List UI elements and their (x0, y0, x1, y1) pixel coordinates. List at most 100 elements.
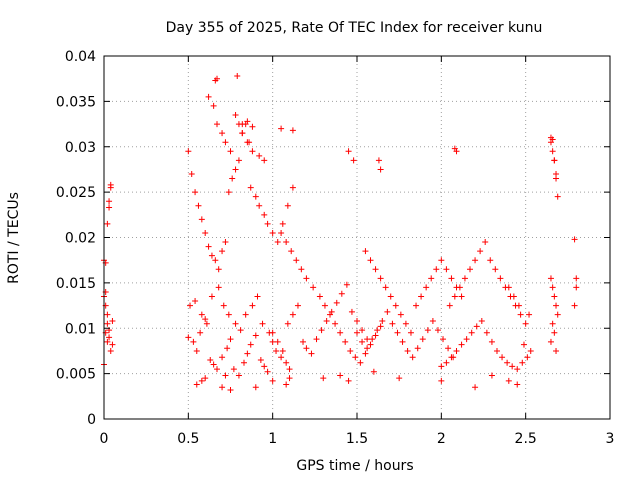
data-point (482, 239, 489, 246)
data-point (227, 148, 234, 155)
data-point (286, 375, 293, 382)
data-point (473, 323, 480, 330)
data-point (232, 320, 239, 327)
x-tick-label: 0 (100, 431, 109, 447)
data-point (198, 216, 205, 223)
data-point (337, 329, 344, 336)
data-point (547, 338, 554, 345)
x-tick-label: 0.5 (177, 431, 199, 447)
data-point (278, 125, 285, 132)
data-point (104, 338, 111, 345)
data-point (443, 359, 450, 366)
data-point (227, 386, 234, 393)
gridlines (104, 56, 610, 419)
data-point (289, 127, 296, 134)
data-point (219, 384, 226, 391)
data-point (188, 170, 195, 177)
data-point (283, 239, 290, 246)
data-point (235, 157, 242, 164)
data-point (337, 372, 344, 379)
data-point (519, 359, 526, 366)
x-tick-label: 1.5 (346, 431, 368, 447)
y-axis-label: ROTI / TECUs (6, 192, 22, 284)
data-point (244, 118, 251, 125)
data-point (278, 354, 285, 361)
data-point (109, 317, 116, 324)
data-point (505, 284, 512, 291)
data-point (279, 347, 286, 354)
data-point (499, 354, 506, 361)
data-point (220, 302, 227, 309)
data-point (303, 275, 310, 282)
data-point (515, 302, 522, 309)
data-point (348, 308, 355, 315)
data-point (553, 170, 560, 177)
data-point (104, 311, 111, 318)
data-point (372, 332, 379, 339)
data-point (215, 284, 222, 291)
data-point (549, 320, 556, 327)
data-point (514, 381, 521, 388)
data-point (359, 327, 366, 334)
data-point (362, 248, 369, 255)
data-point (252, 193, 259, 200)
data-point (259, 320, 266, 327)
data-point (551, 157, 558, 164)
data-point (342, 338, 349, 345)
data-point (232, 111, 239, 118)
data-point (208, 252, 215, 259)
data-point (549, 148, 556, 155)
data-point (367, 341, 374, 348)
data-point (274, 239, 281, 246)
data-point (338, 290, 345, 297)
data-point (350, 157, 357, 164)
data-point (202, 316, 209, 323)
data-point (448, 275, 455, 282)
data-point (247, 184, 254, 191)
data-point (522, 320, 529, 327)
y-tick-label: 0.02 (65, 231, 96, 247)
data-point (288, 248, 295, 255)
data-point (554, 193, 561, 200)
data-point (414, 345, 421, 352)
data-point (554, 311, 561, 318)
data-point (289, 311, 296, 318)
data-point (283, 381, 290, 388)
data-point (279, 220, 286, 227)
data-point (192, 298, 199, 305)
data-point (493, 347, 500, 354)
data-point (212, 257, 219, 264)
data-point (234, 72, 241, 79)
data-point (553, 347, 560, 354)
data-point (252, 384, 259, 391)
data-point (106, 334, 113, 341)
data-point (278, 229, 285, 236)
data-point (418, 293, 425, 300)
data-point (239, 130, 246, 137)
data-point (323, 317, 330, 324)
data-point (369, 336, 376, 343)
data-point (352, 354, 359, 361)
data-point (310, 284, 317, 291)
data-point (573, 284, 580, 291)
data-point (483, 329, 490, 336)
data-point (438, 377, 445, 384)
data-point (524, 354, 531, 361)
data-point (214, 75, 221, 82)
data-point (553, 302, 560, 309)
data-point (472, 384, 479, 391)
y-tick-label: 0.04 (65, 49, 96, 65)
data-point (264, 220, 271, 227)
data-point (387, 293, 394, 300)
data-point (367, 257, 374, 264)
data-point (308, 350, 315, 357)
data-point (210, 102, 217, 109)
data-point (242, 311, 249, 318)
tick-labels: 0 0.005 0.01 0.015 0.02 0.025 0.03 0.035 0.04 0 0.… (56, 49, 615, 447)
data-point (434, 327, 441, 334)
data-point (313, 336, 320, 343)
data-point (389, 320, 396, 327)
data-point (573, 275, 580, 282)
data-point (571, 302, 578, 309)
